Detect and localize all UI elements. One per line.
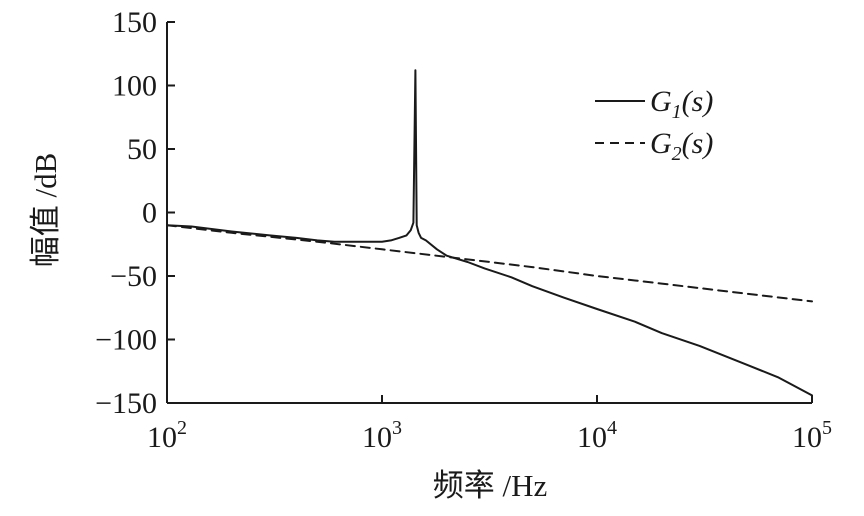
y-tick-label: 50 — [127, 133, 157, 166]
x-tick-exponent: 2 — [177, 417, 187, 439]
y-tick-label: −100 — [95, 324, 157, 357]
x-tick-base: 10 — [577, 421, 607, 454]
legend-tail: (s) — [682, 127, 714, 160]
legend-main: G — [650, 127, 672, 160]
series-group — [166, 69, 813, 397]
x-axis-label: 频率 /Hz — [433, 468, 548, 503]
series-line-1 — [166, 69, 813, 397]
series-line-2 — [166, 224, 813, 303]
y-tick-label: −50 — [110, 260, 157, 293]
x-tick-label: 105 — [792, 417, 832, 454]
x-tick-base: 10 — [792, 421, 822, 454]
x-tick-label: 102 — [147, 417, 187, 454]
legend-main: G — [650, 85, 672, 118]
x-tick-label: 103 — [362, 417, 402, 454]
legend-subscript: 1 — [672, 101, 682, 123]
legend: G1(s)G2(s) — [595, 85, 713, 165]
legend-entry-1: G1(s) — [650, 85, 713, 123]
x-tick-label: 104 — [577, 417, 617, 454]
y-tick-label: 150 — [112, 6, 157, 39]
x-tick-base: 10 — [362, 421, 392, 454]
y-tick-label: 100 — [112, 70, 157, 103]
y-tick-label: 0 — [142, 197, 157, 230]
y-tick-label: −150 — [95, 387, 157, 420]
legend-tail: (s) — [682, 85, 714, 118]
x-tick-exponent: 4 — [607, 417, 617, 439]
y-axis-label: 幅值 /dB — [28, 153, 63, 268]
x-tick-base: 10 — [147, 421, 177, 454]
legend-subscript: 2 — [672, 143, 682, 165]
x-tick-exponent: 3 — [392, 417, 402, 439]
legend-entry-2: G2(s) — [650, 127, 713, 165]
x-tick-exponent: 5 — [822, 417, 832, 439]
